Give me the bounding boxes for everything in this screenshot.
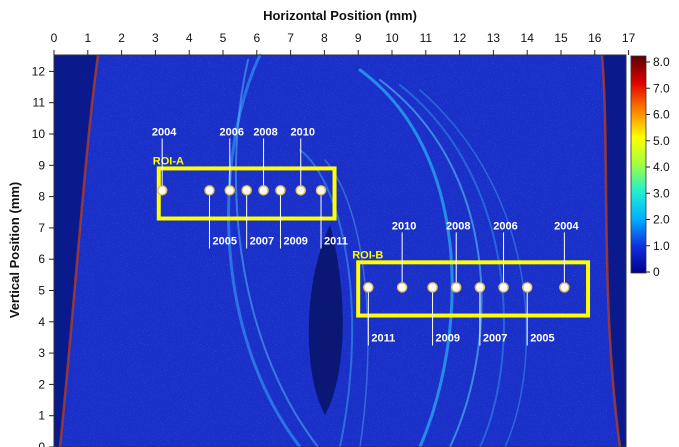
y-tick-label: 1 [38, 409, 45, 423]
point-year-label: 2008 [446, 220, 470, 232]
sample-point [363, 282, 374, 293]
x-tick-label: 13 [487, 31, 501, 45]
x-tick-label: 15 [554, 31, 568, 45]
x-tick-label: 14 [521, 31, 535, 45]
sample-point [156, 185, 168, 196]
y-tick-label: 7 [38, 221, 45, 235]
ring-arc-2 [234, 59, 319, 447]
tissue-rings [227, 53, 528, 447]
sample-point [315, 185, 327, 196]
ring-arc-3 [358, 68, 454, 447]
colorbar-tick-label: 8.0 [653, 55, 670, 69]
colorbar: 8.0 7.0 6.0 5.0 4.0 3.0 2.0 1.0 0 [630, 55, 670, 279]
x-tick-label: 17 [622, 31, 636, 45]
x-tick-label: 3 [152, 31, 159, 45]
colorbar-bar [630, 55, 647, 274]
colorbar-tick-label: 3.0 [653, 186, 670, 200]
point-year-label: 2007 [250, 236, 274, 248]
point-year-label: 2007 [483, 333, 507, 345]
sample-point [474, 282, 486, 293]
point-year-label: 2005 [212, 236, 236, 248]
y-tick-label: 5 [38, 284, 45, 298]
point-year-label: 2008 [253, 126, 277, 138]
point-year-label: 2010 [392, 220, 416, 232]
point-year-label: 2004 [152, 126, 177, 138]
x-tick-label: 11 [420, 31, 433, 45]
point-year-label: 2005 [530, 333, 554, 345]
y-axis-title: Vertical Position (mm) [7, 182, 22, 319]
sample-point [498, 282, 509, 293]
right-edge-rim [600, 54, 622, 447]
colorbar-tick-label: 0 [653, 265, 660, 279]
colorbar-tick-label: 5.0 [653, 134, 670, 148]
ring-arc-7 [299, 149, 354, 447]
x-tick-label: 6 [253, 31, 260, 45]
colorbar-tick-label: 2.0 [653, 213, 670, 227]
ring-arc-8 [324, 159, 369, 447]
colorbar-tick-label: 4.0 [653, 160, 670, 174]
left-edge [54, 55, 98, 447]
plot-noise [54, 55, 626, 447]
roi-label: ROI-B [352, 249, 383, 261]
x-tick-label: 8 [321, 31, 328, 45]
x-tick-label: 5 [220, 31, 227, 45]
sample-point [396, 282, 408, 293]
sample-point [241, 185, 252, 196]
y-tick-label: 4 [38, 315, 45, 329]
roi-box [356, 260, 591, 318]
x-axis: 0 1 2 3 4 5 6 7 8 9 10 11 12 13 14 15 16 17 [51, 31, 636, 55]
point-year-label: 2010 [290, 126, 314, 138]
x-tick-label: 7 [287, 31, 294, 45]
right-edge [602, 55, 626, 447]
x-tick-label: 16 [588, 31, 602, 45]
y-tick-label: 2 [38, 377, 45, 391]
point-year-label: 2011 [324, 236, 348, 248]
point-year-label: 2011 [371, 333, 395, 345]
point-year-label: 2009 [436, 333, 460, 345]
x-tick-label: 2 [118, 31, 125, 45]
sample-point [204, 185, 215, 196]
colorbar-tick-label: 1.0 [653, 239, 670, 253]
sample-point [295, 185, 306, 196]
ring-arc-5 [399, 84, 505, 447]
roi-layer: ROI-A 2004 2005 2006 2007 2008 2009 2010 2011 ROI… [152, 126, 591, 346]
sample-point [258, 185, 269, 196]
point-year-label: 2006 [493, 220, 517, 232]
x-tick-label: 1 [84, 31, 91, 45]
sample-point [275, 185, 286, 196]
point-year-label: 2009 [283, 236, 307, 248]
colorbar-tick-label: 7.0 [653, 81, 670, 95]
ring-arc-6 [419, 89, 528, 447]
point-year-label: 2004 [554, 220, 579, 232]
sample-point [521, 282, 533, 293]
x-tick-label: 4 [186, 31, 193, 45]
y-tick-label: 0 [38, 440, 45, 447]
colorbar-tick-label: 6.0 [653, 108, 670, 122]
roi-label: ROI-A [153, 155, 184, 167]
point-year-label: 2006 [220, 126, 244, 138]
y-tick-label: 10 [32, 127, 46, 141]
sample-point [559, 282, 570, 293]
y-tick-label: 3 [38, 346, 45, 360]
x-tick-label: 12 [453, 31, 467, 45]
ring-arc-1 [227, 53, 302, 447]
y-tick-label: 11 [33, 96, 46, 110]
sample-point [224, 185, 236, 196]
left-edge-rim [58, 54, 100, 447]
sample-point [450, 282, 462, 293]
sample-point [427, 282, 438, 293]
x-tick-label: 9 [355, 31, 362, 45]
x-axis-title: Horizontal Position (mm) [263, 8, 417, 23]
x-tick-label: 0 [51, 31, 58, 45]
plot-border [53, 54, 627, 447]
y-tick-label: 9 [38, 158, 45, 172]
x-tick-label: 10 [385, 31, 399, 45]
y-tick-label: 6 [38, 252, 45, 266]
y-tick-label: 12 [32, 64, 46, 78]
ring-arc-4 [379, 79, 483, 447]
y-tick-label: 8 [38, 190, 45, 204]
dark-crack [308, 225, 343, 415]
